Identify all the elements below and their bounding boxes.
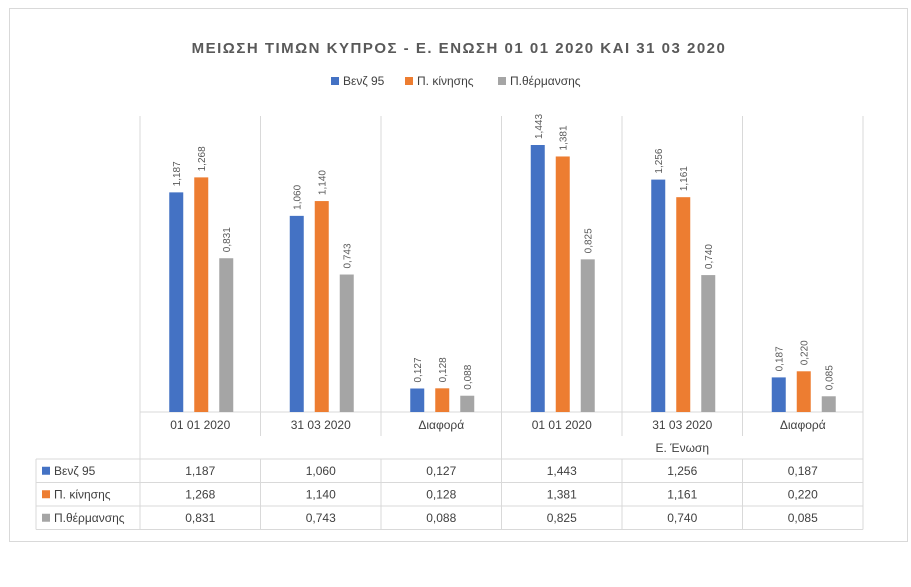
data-label: 1,256 bbox=[654, 148, 665, 173]
bar bbox=[339, 274, 354, 412]
legend-label: Π. κίνησης bbox=[417, 74, 474, 88]
group-label: Ε. Ένωση bbox=[655, 441, 709, 455]
table-cell: 1,256 bbox=[667, 464, 697, 478]
legend: Βενζ 95 Π. κίνησης Π.θέρμανσης bbox=[331, 74, 581, 88]
category-label: Διαφορά bbox=[418, 418, 464, 432]
data-label: 0,085 bbox=[825, 365, 836, 390]
table-cell: 0,127 bbox=[426, 464, 456, 478]
bar bbox=[435, 388, 450, 412]
data-label: 1,381 bbox=[559, 125, 570, 150]
bar bbox=[555, 156, 570, 412]
data-label: 1,187 bbox=[172, 161, 183, 186]
data-label: 1,161 bbox=[679, 166, 690, 191]
table-cell: 0,825 bbox=[547, 511, 577, 525]
table-legend-key bbox=[42, 466, 50, 475]
table-cell: 1,140 bbox=[306, 487, 336, 501]
data-label: 0,220 bbox=[800, 340, 811, 365]
legend-swatch bbox=[331, 77, 339, 85]
category-label: 01 01 2020 bbox=[170, 418, 230, 432]
category-label: Διαφορά bbox=[780, 418, 826, 432]
table-cell: 0,085 bbox=[788, 511, 818, 525]
table-cell: 0,128 bbox=[426, 487, 456, 501]
data-label: 1,060 bbox=[293, 184, 304, 209]
table-cell: 0,088 bbox=[426, 511, 456, 525]
data-label: 1,443 bbox=[534, 114, 545, 139]
plot-area: 1,187 1,268 0,831 01 01 2020 1,060 1,140 0,743… bbox=[139, 114, 864, 459]
bar bbox=[219, 258, 234, 412]
bar bbox=[460, 395, 475, 412]
table-cell: 1,161 bbox=[667, 487, 697, 501]
data-label: 0,825 bbox=[584, 228, 595, 253]
data-label: 0,831 bbox=[222, 227, 233, 252]
table-cell: 0,831 bbox=[185, 511, 215, 525]
legend-label: Βενζ 95 bbox=[343, 74, 385, 88]
table-cell: 0,187 bbox=[788, 464, 818, 478]
bar bbox=[701, 275, 716, 412]
bar bbox=[676, 197, 691, 412]
category-label: 01 01 2020 bbox=[532, 418, 592, 432]
table-cell: 1,187 bbox=[185, 464, 215, 478]
table-cell: 1,060 bbox=[306, 464, 336, 478]
table-cell: 0,220 bbox=[788, 487, 818, 501]
table-legend-key bbox=[42, 490, 50, 499]
data-label: 0,128 bbox=[438, 357, 449, 382]
chart-frame bbox=[9, 8, 908, 542]
table-row-header: Π. κίνησης bbox=[54, 487, 111, 501]
legend-label: Π.θέρμανσης bbox=[510, 74, 581, 88]
bar bbox=[530, 145, 545, 412]
bar bbox=[821, 396, 836, 412]
bar bbox=[651, 179, 666, 412]
table-cell: 1,443 bbox=[547, 464, 577, 478]
data-label: 0,088 bbox=[463, 364, 474, 389]
legend-swatch bbox=[498, 77, 506, 85]
bar bbox=[314, 201, 329, 412]
table-legend-key bbox=[42, 513, 50, 522]
data-label: 0,187 bbox=[775, 346, 786, 371]
bar bbox=[580, 259, 595, 412]
bar bbox=[771, 377, 786, 412]
bar bbox=[410, 388, 425, 412]
bar bbox=[194, 177, 209, 412]
data-label: 1,140 bbox=[318, 170, 329, 195]
data-label: 0,740 bbox=[704, 244, 715, 269]
table-cell: 1,381 bbox=[547, 487, 577, 501]
category-label: 31 03 2020 bbox=[652, 418, 712, 432]
data-label: 0,743 bbox=[343, 243, 354, 268]
data-table: Βενζ 95 1,187 1,060 0,127 1,443 1,256 0,187 Π. … bbox=[35, 458, 864, 530]
table-cell: 1,268 bbox=[185, 487, 215, 501]
bar bbox=[289, 215, 304, 412]
data-label: 1,268 bbox=[197, 146, 208, 171]
category-label: 31 03 2020 bbox=[291, 418, 351, 432]
table-row-header: Π.θέρμανσης bbox=[54, 511, 125, 525]
data-label: 0,127 bbox=[413, 357, 424, 382]
table-cell: 0,743 bbox=[306, 511, 336, 525]
table-cell: 0,740 bbox=[667, 511, 697, 525]
legend-swatch bbox=[405, 77, 413, 85]
chart-title: ΜΕΙΩΣΗ ΤΙΜΩΝ ΚΥΠΡΟΣ - Ε. ΕΝΩΣΗ 01 01 202… bbox=[192, 40, 727, 57]
bar bbox=[796, 371, 811, 412]
table-row-header: Βενζ 95 bbox=[54, 464, 96, 478]
bar bbox=[169, 192, 184, 412]
